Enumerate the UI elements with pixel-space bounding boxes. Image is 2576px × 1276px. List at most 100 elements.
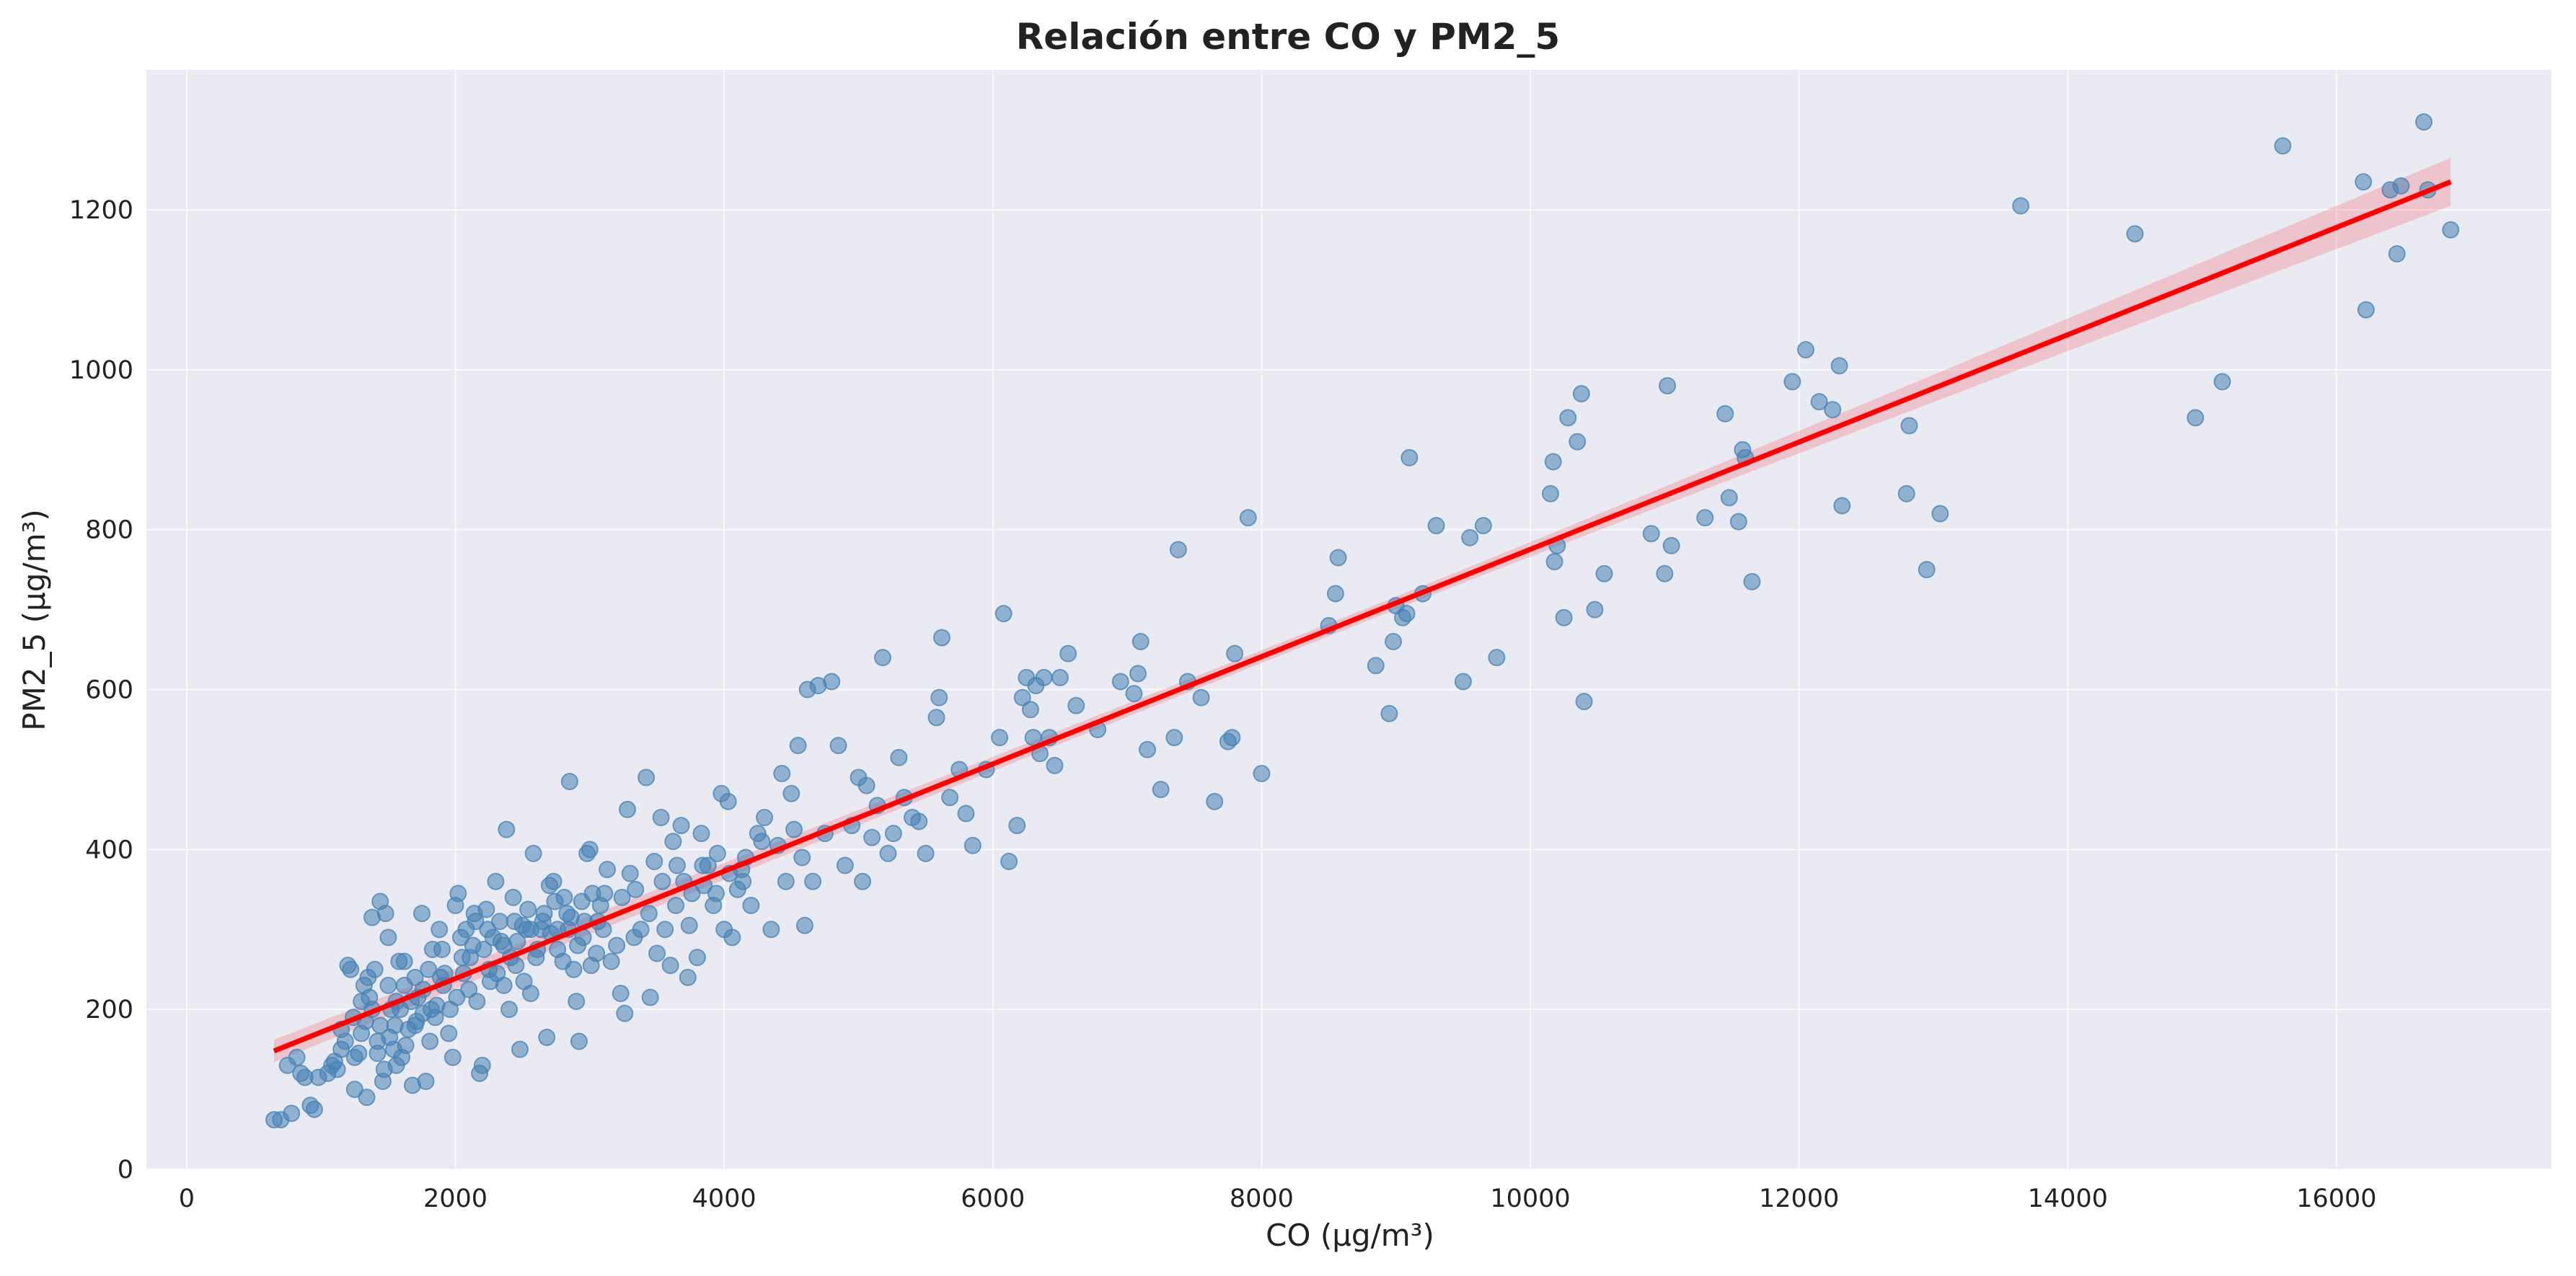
x-tick-label: 0: [179, 1184, 195, 1213]
scatter-point: [420, 960, 438, 978]
scatter-point: [413, 905, 431, 923]
scatter-point: [1743, 572, 1761, 590]
scatter-point: [1659, 377, 1677, 395]
scatter-point: [1900, 417, 1918, 435]
x-tick-label: 14000: [2028, 1184, 2108, 1213]
scatter-point: [1253, 765, 1271, 782]
x-tick-label: 16000: [2296, 1184, 2376, 1213]
scatter-point: [854, 872, 872, 890]
scatter-point: [1021, 701, 1039, 719]
scatter-point: [361, 988, 379, 1006]
scatter-point: [582, 957, 600, 975]
scatter-point: [444, 1048, 462, 1066]
scatter-point: [782, 784, 800, 802]
scatter-point: [656, 921, 674, 939]
scatter-point: [653, 872, 671, 890]
scatter-point: [1132, 633, 1150, 650]
scatter-point: [863, 828, 881, 846]
scatter-point: [773, 765, 791, 782]
scatter-point: [638, 768, 656, 787]
scatter-point: [616, 1004, 634, 1022]
scatter-point: [1152, 781, 1170, 799]
scatter-point: [2126, 225, 2144, 243]
scatter-point: [708, 844, 726, 862]
scatter-point: [1559, 409, 1577, 427]
scatter-point: [890, 748, 908, 766]
scatter-point: [538, 1029, 556, 1046]
scatter-point: [440, 1024, 458, 1042]
x-tick-label: 10000: [1490, 1184, 1570, 1213]
scatter-point: [836, 856, 854, 874]
scatter-point: [1139, 740, 1157, 758]
scatter-point: [664, 833, 682, 851]
scatter-point: [879, 844, 897, 862]
scatter-point: [1810, 393, 1828, 411]
scatter-point: [2357, 301, 2375, 319]
scatter-point: [679, 968, 697, 986]
scatter-point: [1046, 756, 1064, 774]
scatter-point: [1545, 553, 1563, 571]
scatter-point: [621, 864, 639, 882]
scatter-point: [1326, 585, 1344, 603]
scatter-point: [963, 836, 982, 854]
y-tick-label: 0: [118, 1156, 133, 1184]
scatter-point: [1569, 433, 1587, 451]
scatter-point: [1824, 401, 1842, 419]
scatter-point: [473, 1056, 491, 1074]
scatter-point: [1555, 608, 1573, 626]
scatter-point: [719, 792, 737, 810]
scatter-point: [2355, 173, 2373, 191]
scatter-point: [857, 776, 875, 794]
scatter-point: [753, 833, 771, 851]
scatter-point: [823, 673, 841, 691]
scatter-point: [1572, 385, 1590, 403]
scatter-point: [619, 800, 636, 818]
scatter-point: [305, 1100, 323, 1118]
scatter-point: [366, 960, 384, 978]
scatter-point: [379, 976, 397, 994]
scatter-point: [2213, 373, 2231, 391]
scatter-point: [991, 729, 1009, 747]
scatter-point: [508, 932, 526, 950]
scatter-point: [804, 872, 822, 890]
x-axis-label: CO (μg/m³): [1266, 1218, 1434, 1253]
scatter-point: [1642, 525, 1660, 543]
scatter-point: [627, 880, 645, 898]
scatter-point: [692, 825, 710, 843]
scatter-point: [1165, 729, 1183, 747]
scatter-point: [910, 812, 928, 830]
scatter-point: [625, 929, 643, 947]
scatter-point: [570, 1032, 588, 1050]
scatter-point: [742, 897, 760, 914]
gridlines: [146, 70, 2551, 1170]
scatter-point: [565, 960, 583, 978]
x-tick-label: 2000: [423, 1184, 488, 1213]
scatter-point: [640, 905, 658, 923]
scatter-point: [1575, 693, 1593, 711]
scatter-point: [1059, 644, 1077, 663]
scatter-point: [1833, 497, 1851, 515]
y-tick-label: 800: [85, 516, 133, 545]
scatter-point: [524, 844, 542, 862]
scatter-point: [1931, 505, 1949, 523]
scatter-point: [511, 1040, 529, 1058]
scatter-point: [462, 949, 480, 967]
scatter-point: [1720, 489, 1738, 507]
scatter-point: [581, 841, 599, 859]
scatter-point: [1329, 549, 1347, 567]
scatter-point: [451, 929, 469, 947]
scatter-point: [345, 1048, 363, 1066]
scatter-point: [345, 1081, 363, 1099]
scatter-point: [369, 1045, 387, 1063]
scatter-point: [414, 1004, 432, 1022]
scatter-point: [694, 856, 712, 874]
scatter-point: [342, 960, 360, 978]
scatter-point: [1796, 341, 1814, 359]
scatter-point: [602, 952, 620, 970]
scatter-point: [1008, 817, 1026, 835]
scatter-point: [1541, 484, 1559, 502]
scatter-point: [475, 941, 493, 958]
scatter-point: [1544, 453, 1562, 471]
scatter-point: [994, 605, 1013, 623]
